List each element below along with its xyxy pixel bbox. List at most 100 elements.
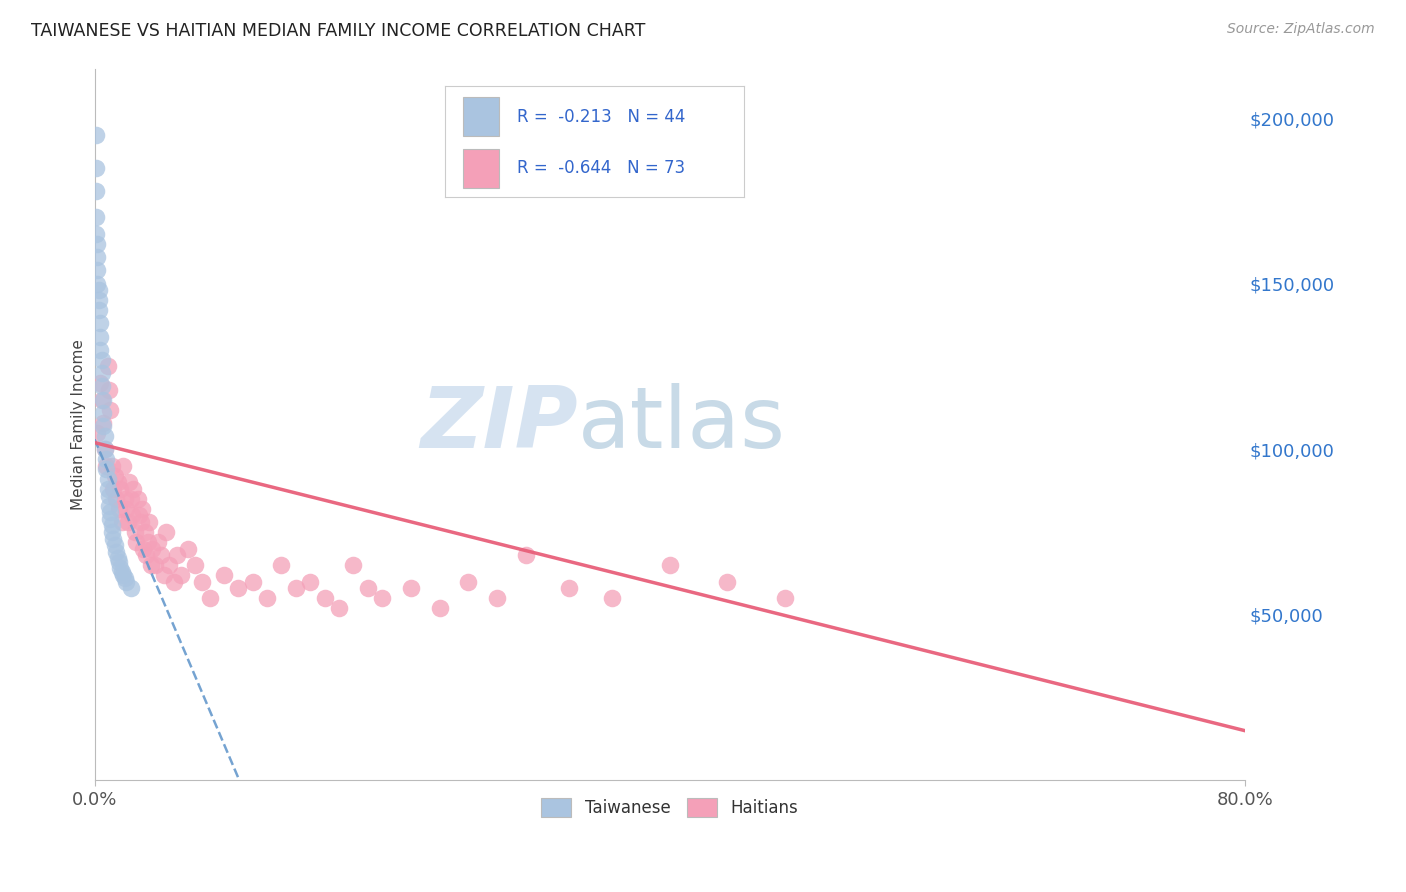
- Point: [97, 383, 120, 397]
- Point: [104, 538, 127, 552]
- Point: [90, 392, 112, 407]
- Point: [212, 568, 235, 582]
- Point: [100, 505, 122, 519]
- Point: [90, 366, 112, 380]
- Point: [143, 558, 166, 573]
- Point: [114, 571, 136, 585]
- Point: [120, 582, 142, 596]
- Point: [357, 582, 380, 596]
- Point: [86, 263, 108, 277]
- Point: [270, 558, 292, 573]
- Point: [256, 591, 278, 606]
- Point: [84, 161, 107, 175]
- Point: [91, 392, 114, 407]
- Point: [716, 574, 738, 589]
- Point: [90, 352, 112, 367]
- Point: [141, 541, 163, 556]
- Point: [101, 524, 124, 539]
- Text: TAIWANESE VS HAITIAN MEDIAN FAMILY INCOME CORRELATION CHART: TAIWANESE VS HAITIAN MEDIAN FAMILY INCOM…: [31, 22, 645, 40]
- Point: [115, 501, 138, 516]
- Point: [84, 227, 107, 241]
- Point: [515, 548, 537, 562]
- Point: [773, 591, 796, 606]
- Point: [146, 535, 169, 549]
- Point: [149, 548, 172, 562]
- Legend: Taiwanese, Haitians: Taiwanese, Haitians: [533, 789, 807, 825]
- Point: [87, 303, 110, 318]
- Point: [242, 574, 264, 589]
- Point: [152, 568, 174, 582]
- Point: [93, 429, 115, 443]
- Point: [121, 508, 143, 523]
- Point: [105, 545, 128, 559]
- Point: [103, 482, 125, 496]
- Point: [184, 558, 207, 573]
- Point: [342, 558, 364, 573]
- Point: [118, 475, 141, 490]
- Point: [97, 489, 120, 503]
- Point: [134, 524, 156, 539]
- Point: [111, 565, 134, 579]
- Point: [127, 491, 149, 506]
- Point: [371, 591, 394, 606]
- Point: [90, 379, 112, 393]
- Point: [328, 601, 350, 615]
- Point: [87, 283, 110, 297]
- Point: [163, 574, 186, 589]
- Point: [86, 425, 108, 440]
- Point: [94, 452, 117, 467]
- Point: [658, 558, 681, 573]
- Point: [107, 551, 129, 566]
- Y-axis label: Median Family Income: Median Family Income: [72, 339, 86, 510]
- Point: [105, 491, 128, 506]
- Point: [84, 184, 107, 198]
- Point: [89, 376, 111, 390]
- Point: [131, 501, 153, 516]
- Point: [166, 548, 188, 562]
- Point: [132, 541, 155, 556]
- Point: [101, 518, 124, 533]
- Point: [87, 293, 110, 308]
- Point: [122, 482, 145, 496]
- Point: [101, 458, 124, 473]
- Text: ZIP: ZIP: [420, 383, 578, 466]
- Point: [157, 558, 180, 573]
- Point: [89, 317, 111, 331]
- Point: [399, 582, 422, 596]
- Point: [111, 515, 134, 529]
- Point: [84, 211, 107, 225]
- Point: [120, 491, 142, 506]
- Point: [486, 591, 509, 606]
- Point: [93, 442, 115, 457]
- Point: [108, 501, 131, 516]
- Point: [107, 475, 129, 490]
- Point: [94, 458, 117, 473]
- Point: [429, 601, 451, 615]
- Point: [117, 515, 139, 529]
- Point: [91, 419, 114, 434]
- Point: [110, 561, 132, 575]
- Point: [299, 574, 322, 589]
- Point: [104, 468, 127, 483]
- Point: [135, 548, 157, 562]
- Point: [139, 558, 162, 573]
- Point: [84, 128, 107, 142]
- Point: [103, 532, 125, 546]
- Point: [86, 250, 108, 264]
- Point: [558, 582, 581, 596]
- Text: atlas: atlas: [578, 383, 786, 466]
- Point: [86, 237, 108, 252]
- Point: [100, 402, 122, 417]
- Point: [97, 499, 120, 513]
- Point: [314, 591, 336, 606]
- Point: [93, 442, 115, 457]
- Point: [170, 568, 193, 582]
- Point: [457, 574, 479, 589]
- Point: [136, 535, 159, 549]
- Point: [110, 482, 132, 496]
- Point: [91, 416, 114, 430]
- Point: [89, 343, 111, 357]
- Text: Source: ZipAtlas.com: Source: ZipAtlas.com: [1227, 22, 1375, 37]
- Point: [96, 482, 118, 496]
- Point: [191, 574, 214, 589]
